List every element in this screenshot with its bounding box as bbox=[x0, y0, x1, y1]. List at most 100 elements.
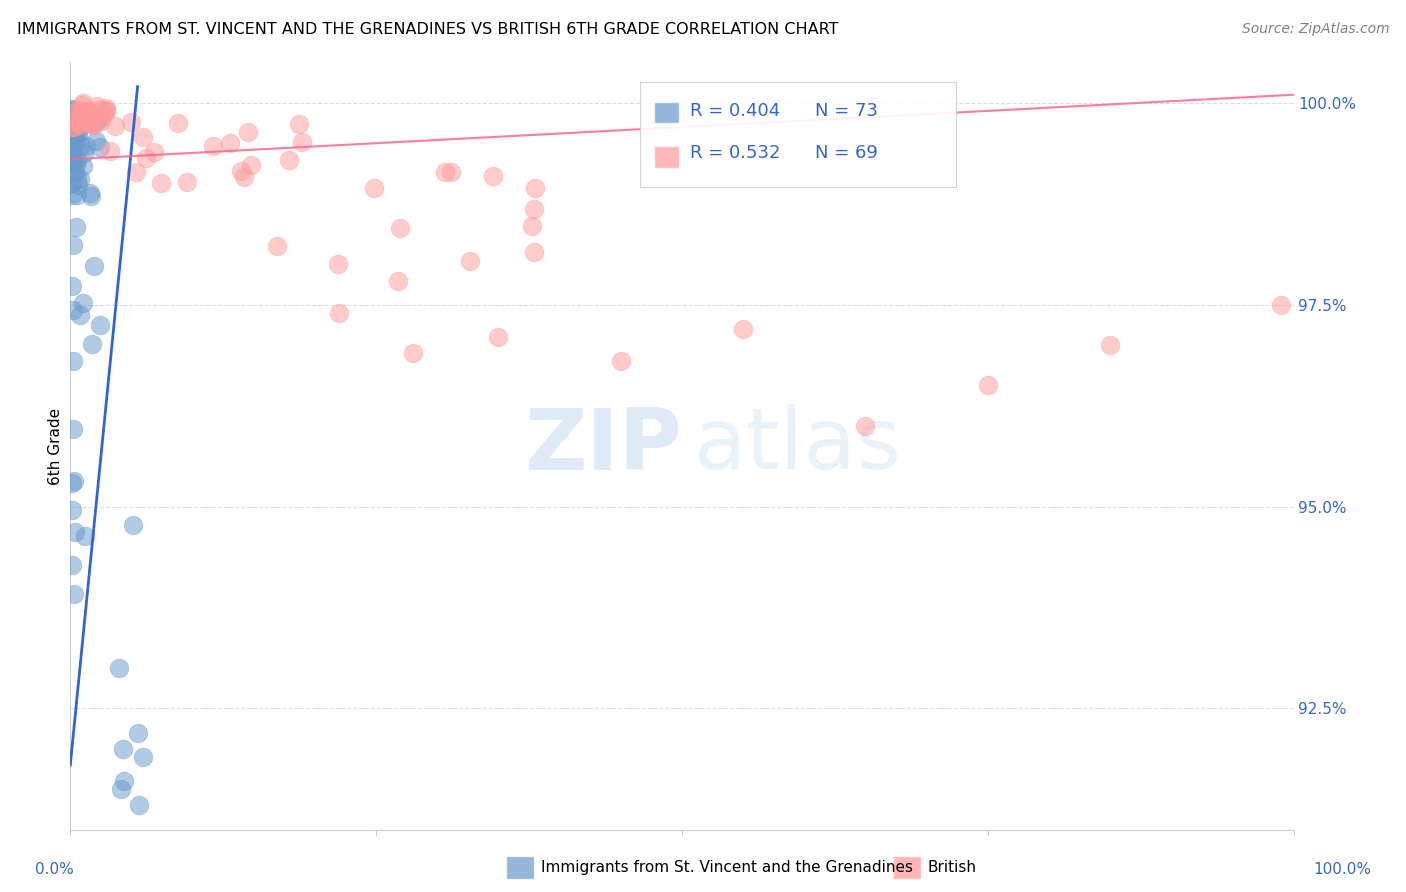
Point bbox=[176, 175, 198, 189]
Point bbox=[84, 114, 107, 128]
Point bbox=[67, 128, 90, 142]
Point bbox=[62, 128, 84, 143]
Point bbox=[60, 502, 83, 516]
Point bbox=[70, 113, 93, 128]
Point bbox=[62, 238, 84, 252]
Point bbox=[387, 274, 409, 288]
Point bbox=[62, 120, 84, 134]
Point bbox=[60, 188, 83, 202]
Point bbox=[128, 798, 150, 813]
Point bbox=[63, 525, 86, 540]
Point bbox=[60, 103, 83, 117]
Point bbox=[239, 158, 262, 172]
Point bbox=[60, 153, 83, 168]
Point bbox=[433, 165, 456, 179]
Point bbox=[67, 120, 90, 135]
Point bbox=[79, 111, 101, 125]
Point bbox=[278, 153, 301, 167]
Point bbox=[121, 517, 143, 532]
Text: 100.0%: 100.0% bbox=[1313, 863, 1371, 877]
Point bbox=[328, 306, 350, 320]
Text: R = 0.532: R = 0.532 bbox=[690, 145, 780, 162]
Point bbox=[60, 176, 83, 190]
Point bbox=[124, 165, 146, 179]
Point bbox=[132, 750, 155, 764]
Point bbox=[524, 181, 547, 195]
Point bbox=[149, 176, 172, 190]
Point bbox=[266, 239, 288, 253]
Point bbox=[87, 102, 110, 116]
Text: IMMIGRANTS FROM ST. VINCENT AND THE GRENADINES VS BRITISH 6TH GRADE CORRELATION : IMMIGRANTS FROM ST. VINCENT AND THE GREN… bbox=[17, 22, 838, 37]
Y-axis label: 6th Grade: 6th Grade bbox=[48, 408, 63, 484]
Point bbox=[1270, 298, 1292, 312]
Point bbox=[60, 558, 83, 572]
Point bbox=[69, 103, 91, 118]
Point bbox=[63, 108, 86, 122]
Point bbox=[66, 120, 89, 134]
Point bbox=[69, 172, 91, 186]
Point bbox=[79, 103, 101, 118]
Point bbox=[62, 354, 84, 368]
Point bbox=[63, 113, 86, 128]
Point bbox=[67, 124, 90, 138]
Text: British: British bbox=[928, 861, 977, 875]
Point bbox=[70, 116, 93, 130]
Point bbox=[111, 741, 134, 756]
Point bbox=[231, 164, 253, 178]
Point bbox=[60, 476, 83, 491]
Point bbox=[79, 186, 101, 201]
Point bbox=[69, 114, 91, 128]
Point bbox=[62, 155, 84, 169]
Point bbox=[60, 137, 83, 152]
Point bbox=[66, 104, 89, 119]
Point bbox=[62, 422, 84, 436]
Point bbox=[83, 259, 105, 273]
Point bbox=[60, 102, 83, 116]
Point bbox=[66, 171, 89, 186]
Point bbox=[63, 127, 86, 141]
Text: R = 0.404: R = 0.404 bbox=[690, 103, 780, 120]
Point bbox=[83, 118, 105, 132]
Point bbox=[73, 104, 96, 119]
Point bbox=[733, 322, 755, 336]
Point bbox=[60, 113, 83, 128]
Point bbox=[60, 120, 83, 134]
Point bbox=[83, 106, 105, 120]
Point bbox=[132, 129, 155, 144]
Point bbox=[62, 587, 84, 601]
Point bbox=[65, 165, 87, 179]
Point bbox=[112, 774, 135, 789]
Point bbox=[458, 254, 481, 268]
Point bbox=[440, 165, 463, 179]
Point bbox=[236, 125, 259, 139]
Point bbox=[69, 139, 91, 153]
Point bbox=[75, 529, 97, 543]
Point bbox=[86, 99, 108, 113]
Point bbox=[60, 153, 83, 167]
Point bbox=[65, 158, 87, 172]
Point bbox=[72, 159, 94, 173]
Point bbox=[1099, 338, 1122, 352]
Point bbox=[89, 140, 111, 154]
Point bbox=[610, 354, 633, 368]
Point bbox=[65, 188, 87, 202]
Point bbox=[73, 145, 96, 160]
Point bbox=[89, 318, 111, 332]
Point bbox=[77, 116, 100, 130]
Point bbox=[65, 133, 87, 147]
Point bbox=[84, 134, 107, 148]
Point bbox=[66, 153, 89, 167]
Point bbox=[62, 129, 84, 144]
Point bbox=[62, 112, 84, 126]
Point bbox=[94, 101, 117, 115]
Point bbox=[110, 782, 132, 797]
Point bbox=[233, 170, 256, 185]
Text: N = 73: N = 73 bbox=[815, 103, 879, 120]
Point bbox=[60, 145, 83, 159]
Point bbox=[82, 118, 104, 132]
Point bbox=[127, 725, 149, 739]
Point bbox=[70, 98, 93, 112]
Text: Source: ZipAtlas.com: Source: ZipAtlas.com bbox=[1241, 22, 1389, 37]
Point bbox=[389, 221, 412, 235]
Point bbox=[93, 107, 115, 121]
